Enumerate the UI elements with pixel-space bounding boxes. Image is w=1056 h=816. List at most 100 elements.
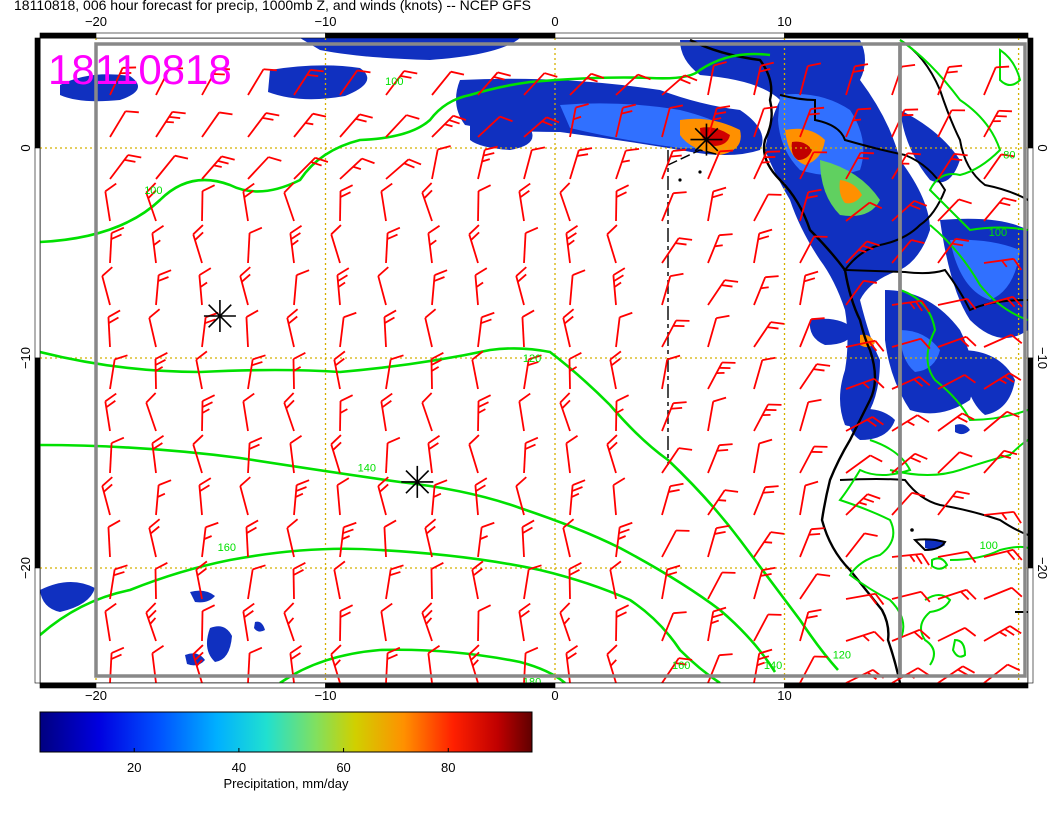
wind-barb — [799, 608, 822, 642]
right-axis-segment — [1027, 37, 1034, 149]
contour-label: 100 — [989, 227, 1007, 239]
right-axis-segment — [1027, 357, 1034, 569]
contour-label: 120 — [833, 649, 851, 661]
wind-barb — [707, 361, 736, 390]
wind-barb — [421, 182, 433, 222]
wind-barb — [799, 106, 825, 138]
wind-barb — [891, 375, 931, 390]
wind-barb — [289, 435, 303, 474]
wind-barb — [104, 392, 117, 432]
wind-barb — [151, 225, 165, 264]
wind-barb — [515, 266, 527, 306]
wind-barb — [845, 377, 885, 390]
wind-barb — [568, 351, 582, 390]
bottom-axis-segment — [95, 682, 326, 689]
wind-barb — [145, 392, 157, 432]
contour-labels: 100 100 80 100 120 140 160 100 160 140 120 180 — [144, 76, 1015, 683]
wind-barb — [333, 560, 346, 600]
wind-barb — [247, 436, 263, 474]
wind-barb — [431, 114, 467, 138]
wind-barb — [339, 184, 354, 222]
wind-barb — [937, 297, 977, 310]
wind-barb — [562, 308, 575, 348]
wind-barb — [661, 272, 684, 306]
wind-barb — [799, 445, 828, 474]
wind-barb — [198, 267, 212, 306]
wind-barb — [101, 476, 113, 516]
wind-barb — [937, 550, 977, 564]
wind-barb — [468, 434, 480, 474]
contour-label: 100 — [980, 540, 998, 552]
wind-barb — [151, 435, 165, 474]
wind-barb — [339, 113, 373, 138]
wind-barb — [565, 645, 579, 683]
wind-barb — [845, 454, 883, 474]
wind-barb — [707, 149, 734, 180]
bottom-axis-segment — [784, 682, 1029, 689]
wind-barb — [195, 350, 208, 390]
wind-barb — [385, 354, 404, 390]
wind-barb — [242, 392, 255, 432]
wind-barb — [609, 350, 622, 390]
wind-barb — [615, 604, 630, 642]
wind-barb — [292, 351, 306, 390]
left-axis-segment — [34, 567, 41, 684]
wind-barb — [983, 295, 1023, 308]
colorbar-tick-label: 20 — [127, 760, 141, 775]
wind-barb — [201, 184, 216, 222]
wind-barb — [937, 451, 973, 474]
wind-barb — [336, 477, 350, 516]
wind-barb — [523, 354, 542, 390]
wind-barb — [707, 443, 733, 474]
left-axis-segment — [34, 357, 41, 569]
wind-barb — [427, 645, 441, 683]
height-contours — [40, 39, 1028, 683]
wind-barb — [247, 564, 266, 600]
colorbar-label: Precipitation, mm/day — [223, 776, 349, 791]
wind-barb — [109, 564, 128, 600]
wind-barb — [431, 70, 465, 96]
top-axis-segment — [554, 32, 785, 39]
contour-label: 160 — [672, 660, 690, 672]
wind-barb — [201, 155, 235, 180]
wind-barb — [468, 224, 480, 264]
wind-barb — [891, 628, 931, 642]
wind-barb — [661, 611, 687, 642]
storm-marker — [401, 465, 434, 498]
wind-barb — [661, 657, 693, 683]
contour-label: 120 — [523, 353, 541, 365]
wind-barb — [661, 104, 684, 138]
wind-barb — [891, 414, 930, 432]
wind-barb — [753, 648, 773, 683]
left-axis-segment — [34, 37, 41, 149]
wind-barb — [707, 524, 730, 558]
wind-barb — [377, 476, 389, 516]
wind-barb — [330, 224, 342, 264]
wind-barb — [615, 103, 637, 138]
wind-barb — [333, 350, 346, 390]
wind-barb — [612, 477, 626, 516]
wind-barb — [845, 592, 885, 606]
wind-barb — [518, 602, 531, 642]
wind-barb — [430, 351, 444, 390]
wind-barb — [707, 314, 730, 348]
wind-barb — [753, 438, 773, 474]
wind-barb — [192, 644, 204, 683]
top-lon-tick-label: 0 — [551, 14, 558, 29]
wind-barb — [330, 644, 342, 683]
left-lat-tick-label: −20 — [18, 557, 33, 579]
wind-barb — [523, 564, 542, 600]
left-lat-tick-label: 0 — [18, 144, 33, 151]
wind-barb — [937, 64, 963, 96]
wind-barb — [195, 560, 208, 600]
wind-barb — [521, 519, 535, 558]
wind-barb — [521, 309, 535, 348]
wind-barb — [148, 518, 161, 558]
wind-barb — [385, 646, 401, 683]
wind-barb — [247, 112, 280, 138]
wind-barb — [891, 552, 930, 566]
wind-barb — [661, 191, 687, 222]
wind-barb — [606, 644, 618, 683]
wind-barb — [293, 269, 310, 306]
